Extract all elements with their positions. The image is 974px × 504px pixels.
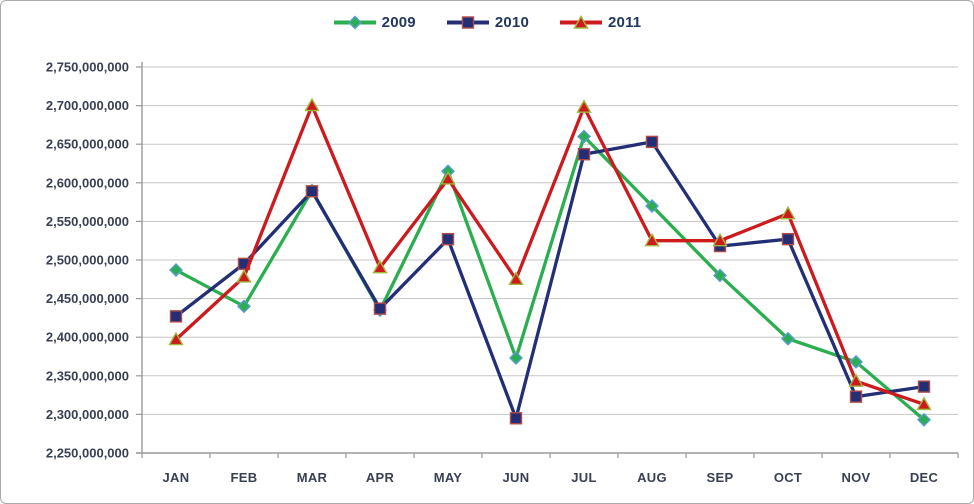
triangle-marker-icon (916, 396, 932, 411)
y-tick-label: 2,300,000,000 (46, 407, 129, 422)
series-line-2009 (175, 133, 926, 422)
x-category-label: MAY (434, 470, 463, 485)
y-tick-label: 2,750,000,000 (46, 60, 129, 75)
legend-item-2009: 2009 (333, 14, 416, 31)
triangle-marker-icon (644, 232, 660, 247)
square-marker-icon (849, 390, 863, 403)
legend-label-2009: 2009 (381, 14, 416, 31)
diamond-marker-icon (169, 263, 183, 278)
diamond-marker-icon (713, 268, 727, 283)
square-marker-icon (169, 310, 183, 323)
diamond-marker-icon (645, 198, 659, 213)
diamond-marker-icon (237, 299, 251, 314)
y-tick-label: 2,650,000,000 (46, 137, 129, 152)
legend-label-2011: 2011 (608, 14, 642, 31)
x-category-label: SEP (707, 470, 734, 485)
square-marker-icon (645, 135, 659, 149)
y-tick-label: 2,450,000,000 (46, 291, 129, 306)
y-tick-label: 2,550,000,000 (46, 214, 129, 229)
y-tick-label: 2,600,000,000 (46, 175, 129, 190)
x-category-label: NOV (841, 470, 870, 485)
x-category-label: DEC (910, 470, 939, 485)
legend-line-diamond-icon (333, 15, 376, 30)
triangle-marker-icon (168, 331, 184, 346)
x-category-label: JUN (503, 470, 530, 485)
legend-item-2011: 2011 (559, 14, 641, 31)
y-tick-label: 2,350,000,000 (46, 368, 129, 383)
square-marker-icon (441, 232, 455, 246)
y-tick-label: 2,700,000,000 (46, 98, 129, 113)
square-marker-icon (509, 412, 523, 425)
chart-legend: 2009 2010 2011 (1, 14, 973, 31)
x-category-label: JUL (571, 470, 596, 485)
legend-item-2010: 2010 (446, 14, 529, 31)
triangle-marker-icon (508, 271, 524, 285)
legend-line-square-icon (446, 16, 489, 29)
x-category-label: JAN (163, 470, 190, 485)
triangle-marker-icon (236, 269, 252, 283)
triangle-marker-icon (780, 205, 796, 220)
triangle-marker-icon (848, 373, 864, 387)
x-category-label: FEB (231, 470, 258, 485)
diamond-marker-icon (509, 351, 523, 366)
y-tick-label: 2,500,000,000 (46, 253, 129, 268)
diamond-marker-icon (917, 412, 931, 427)
square-marker-icon (917, 380, 931, 393)
triangle-marker-icon (304, 97, 320, 112)
square-marker-icon (373, 302, 387, 315)
triangle-marker-icon (712, 232, 728, 247)
triangle-marker-icon (576, 99, 592, 113)
x-category-label: APR (366, 470, 395, 485)
diamond-marker-icon (781, 331, 795, 346)
legend-line-triangle-icon (560, 15, 602, 29)
x-category-label: AUG (637, 470, 667, 485)
legend-label-2010: 2010 (494, 14, 529, 31)
series-line-2010 (174, 140, 925, 424)
x-category-label: MAR (297, 470, 328, 485)
y-tick-label: 2,400,000,000 (46, 330, 129, 345)
triangle-marker-icon (372, 259, 388, 274)
diamond-marker-icon (849, 354, 863, 369)
series-line-2011 (174, 101, 925, 406)
square-marker-icon (577, 148, 591, 161)
diamond-marker-icon (577, 129, 591, 144)
square-marker-icon (305, 185, 319, 198)
y-tick-label: 2,250,000,000 (46, 446, 129, 461)
x-category-label: OCT (774, 470, 802, 485)
triangle-marker-icon (440, 171, 456, 185)
square-marker-icon (781, 232, 795, 246)
